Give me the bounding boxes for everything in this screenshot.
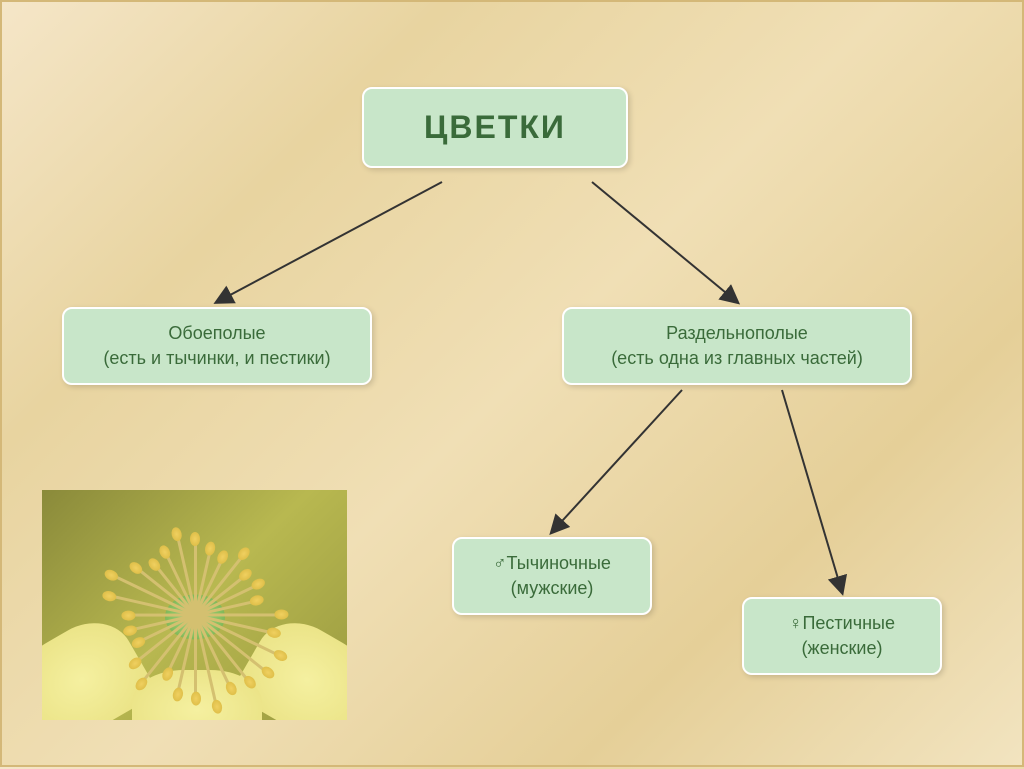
arrow-3 [552,390,682,532]
sub-right-line1: ♀Пестичные [764,611,920,636]
flower-image [42,490,347,720]
sub-left-line2: (мужские) [474,576,630,601]
left-node: Обоеполые (есть и тычинки, и пестики) [62,307,372,385]
sub-left-node: ♂Тычиночные (мужские) [452,537,652,615]
sub-right-line2: (женские) [764,636,920,661]
left-node-line2: (есть и тычинки, и пестики) [84,346,350,371]
arrow-4 [782,390,842,592]
sub-right-node: ♀Пестичные (женские) [742,597,942,675]
right-node: Раздельнополые (есть одна из главных час… [562,307,912,385]
right-node-line2: (есть одна из главных частей) [584,346,890,371]
arrow-1 [217,182,442,302]
left-node-line1: Обоеполые [84,321,350,346]
arrow-2 [592,182,737,302]
right-node-line1: Раздельнополые [584,321,890,346]
sub-left-line1: ♂Тычиночные [474,551,630,576]
title-text: ЦВЕТКИ [424,109,566,145]
title-node: ЦВЕТКИ [362,87,628,168]
